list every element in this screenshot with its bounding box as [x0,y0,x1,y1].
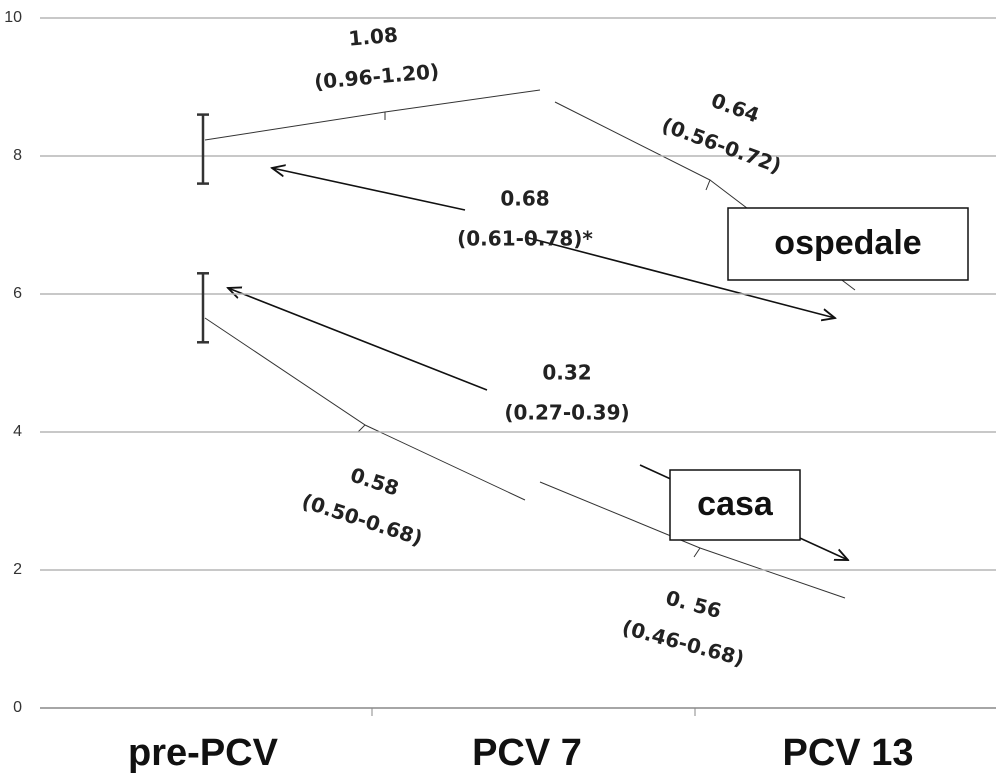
annotation: (0.61-0.78)* [457,227,593,251]
series-label: casa [697,485,774,523]
annotation: 0. 56 [663,585,724,623]
y-tick-label: 8 [13,147,22,164]
error-bar [197,115,209,184]
annotations: 1.08 (0.96-1.20) 0.64(0.56-0.72) 0.68 (0.61-… [299,22,785,670]
annotation: (0.56-0.72) [659,113,785,178]
error-bar [197,273,209,342]
y-tick-label: 4 [13,423,22,440]
annotation: 1.08 [347,22,398,50]
y-tick-label: 6 [13,285,22,302]
y-tick-label: 2 [13,561,22,578]
series-label: ospedale [774,224,921,262]
annotation: (0.50-0.68) [299,489,426,551]
x-tick-label: PCV 13 [783,732,914,774]
annotation: 0.32 [542,361,591,385]
x-tick-label: pre-PCV [128,732,279,774]
y-tick-label: 0 [13,699,22,716]
annotation: 0.64 [708,88,763,127]
annotation: (0.27-0.39) [504,401,629,425]
annotation: 0.68 [500,187,549,211]
annotation: (0.46-0.68) [620,615,747,671]
y-tick-label: 10 [4,9,22,26]
chart: 0 2 4 6 8 10 pre-PCV PCV 7 PCV 13 1.08 (0.96-1.20)… [0,0,996,782]
annotation: (0.96-1.20) [313,59,440,94]
x-tick-label: PCV 7 [472,732,582,774]
annotation: 0.58 [347,463,401,501]
